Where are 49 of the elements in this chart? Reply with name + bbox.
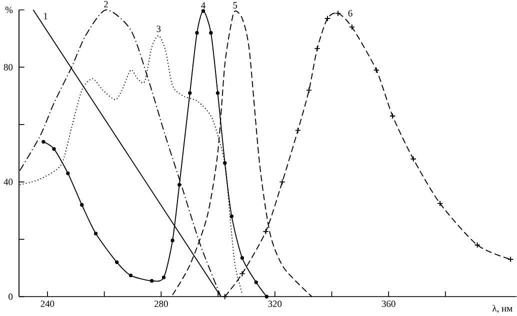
y-tick-label: 0 xyxy=(8,293,13,300)
point xyxy=(507,256,514,262)
point xyxy=(306,86,312,94)
point xyxy=(209,30,213,34)
point xyxy=(80,202,84,207)
point xyxy=(66,171,70,175)
point xyxy=(389,112,396,119)
point xyxy=(264,294,268,298)
x-axis-title: λ, нм xyxy=(492,304,512,313)
point xyxy=(254,280,258,284)
y-tick-label: % xyxy=(5,6,13,13)
point xyxy=(188,91,192,95)
y-tick-label: 80 xyxy=(4,64,13,70)
point xyxy=(52,146,56,151)
point xyxy=(474,242,480,248)
x-tick-label: 280 xyxy=(154,300,168,307)
point xyxy=(324,15,331,22)
series-label: 4 xyxy=(201,2,206,8)
point xyxy=(128,273,133,278)
point xyxy=(294,127,302,134)
point xyxy=(410,156,416,162)
point xyxy=(162,275,166,280)
point xyxy=(348,24,356,30)
point xyxy=(150,278,154,283)
series-label: 1 xyxy=(44,12,48,20)
point xyxy=(201,8,206,13)
x-tick-label: 240 xyxy=(40,300,54,307)
point xyxy=(436,200,444,206)
point xyxy=(262,228,269,234)
point xyxy=(240,256,244,260)
point xyxy=(195,30,199,34)
point xyxy=(216,91,220,95)
series-label: 6 xyxy=(348,10,352,16)
point xyxy=(178,182,182,186)
x-tick-label: 320 xyxy=(268,300,282,307)
series-label: 3 xyxy=(156,26,161,32)
x-tick-label: 360 xyxy=(382,300,396,307)
point xyxy=(42,140,46,144)
point xyxy=(223,160,227,165)
y-tick-label: 40 xyxy=(4,178,13,185)
series-label: 2 xyxy=(104,0,108,8)
point xyxy=(170,238,174,242)
point xyxy=(94,232,98,236)
point xyxy=(279,178,286,185)
point xyxy=(239,270,246,277)
point xyxy=(230,214,234,218)
point xyxy=(114,260,119,264)
series-label: 5 xyxy=(233,2,238,8)
point xyxy=(334,10,342,16)
